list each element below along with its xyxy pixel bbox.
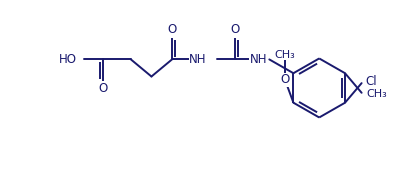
Text: O: O xyxy=(230,23,239,36)
Text: Cl: Cl xyxy=(366,75,377,88)
Text: CH₃: CH₃ xyxy=(274,50,295,60)
Text: HO: HO xyxy=(59,53,77,66)
Text: CH₃: CH₃ xyxy=(366,89,387,99)
Text: NH: NH xyxy=(250,53,267,66)
Text: NH: NH xyxy=(189,53,207,66)
Text: O: O xyxy=(280,73,290,86)
Text: O: O xyxy=(99,82,108,95)
Text: O: O xyxy=(167,23,177,36)
